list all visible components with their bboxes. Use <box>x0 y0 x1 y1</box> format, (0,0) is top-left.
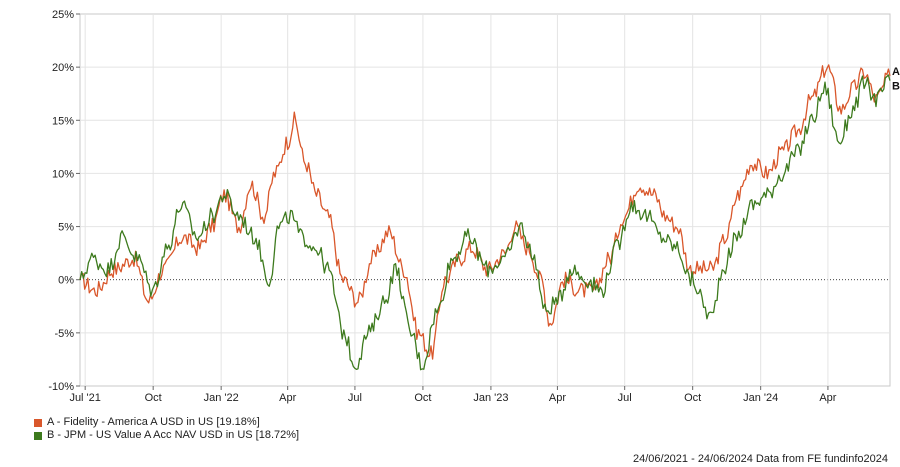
grid <box>80 14 890 386</box>
x-tick-label: Jul <box>618 392 632 404</box>
x-tick-label: Apr <box>279 392 296 404</box>
end-label-a: A <box>892 66 900 78</box>
y-tick-label: 15% <box>52 115 74 127</box>
y-tick-label: 0% <box>58 275 74 287</box>
plot-area <box>79 13 891 387</box>
legend-item-a[interactable]: A - Fidelity - America A USD in US [19.1… <box>34 416 299 429</box>
x-tick-label: Jul <box>348 392 362 404</box>
y-tick-label: 20% <box>52 62 74 74</box>
y-tick-label: -5% <box>54 328 74 340</box>
legend-label-b: B - JPM - US Value A Acc NAV USD in US [… <box>47 429 300 441</box>
y-tick-label: 25% <box>52 9 74 21</box>
y-tick-label: 5% <box>58 222 74 234</box>
x-tick-label: Jan '22 <box>204 392 239 404</box>
y-tick-label: 10% <box>52 168 74 180</box>
x-tick-label: Oct <box>145 392 162 404</box>
x-tick-label: Jan '23 <box>473 392 508 404</box>
legend-swatch-a <box>34 418 42 427</box>
x-tick-label: Oct <box>684 392 701 404</box>
legend-swatch-b <box>34 431 42 440</box>
series-group <box>79 64 891 371</box>
line-chart: -10% -5% 0% 5% 10% 15% 20% 25% Jul '21 Oct Jan '2… <box>48 9 900 404</box>
legend-item-b[interactable]: B - JPM - US Value A Acc NAV USD in US [… <box>34 429 299 442</box>
x-tick-label: Jan '24 <box>743 392 778 404</box>
end-labels: AB <box>892 66 900 93</box>
x-axis: Jul '21 Oct Jan '22 Apr Jul Oct Jan '23 Apr Jul O… <box>69 386 837 404</box>
legend-label-a: A - Fidelity - America A USD in US [19.1… <box>47 416 260 428</box>
series-line-b <box>79 74 891 371</box>
x-tick-label: Jul '21 <box>69 392 100 404</box>
y-axis: -10% -5% 0% 5% 10% 15% 20% 25% <box>48 9 80 393</box>
x-tick-label: Oct <box>414 392 431 404</box>
end-label-b: B <box>892 81 900 93</box>
footer-source: 24/06/2021 - 24/06/2024 Data from FE fun… <box>632 453 888 465</box>
series-line-a <box>79 64 891 360</box>
legend: A - Fidelity - America A USD in US [19.1… <box>34 416 299 442</box>
x-tick-label: Apr <box>549 392 566 404</box>
y-tick-label: -10% <box>48 381 74 393</box>
x-tick-label: Apr <box>819 392 836 404</box>
